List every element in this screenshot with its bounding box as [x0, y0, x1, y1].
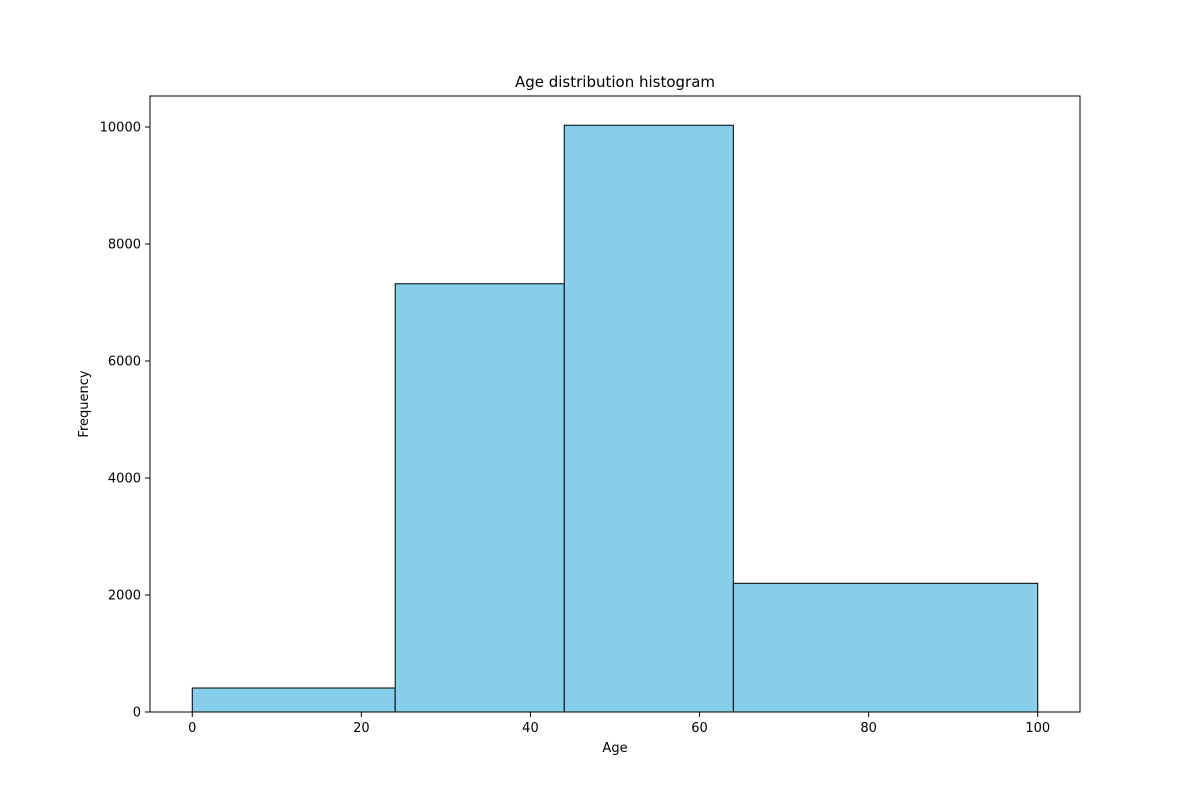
- x-tick-label-0: 0: [188, 721, 196, 736]
- x-axis-ticks: 0 20 40 60 80 100: [188, 712, 1050, 736]
- y-axis-ticks: 0 2000 4000 6000 8000 10000: [100, 121, 150, 721]
- x-tick-label-4: 80: [860, 721, 877, 736]
- x-tick-label-3: 60: [691, 721, 708, 736]
- y-tick-label-3: 6000: [108, 355, 141, 370]
- x-axis-label: Age: [602, 741, 627, 756]
- bars-group: [191, 124, 1039, 713]
- histogram-bar-1: [394, 283, 565, 713]
- chart-title: Age distribution histogram: [515, 73, 715, 91]
- y-tick-label-0: 0: [133, 706, 141, 721]
- y-tick-label-5: 10000: [100, 121, 141, 136]
- y-tick-label-4: 8000: [108, 238, 141, 253]
- histogram-bar-3: [732, 582, 1039, 713]
- histogram-bar-0: [191, 687, 396, 713]
- plot-frame: [149, 95, 1081, 713]
- x-tick-label-1: 20: [353, 721, 370, 736]
- y-tick-label-2: 4000: [108, 472, 141, 487]
- x-tick-label-5: 100: [1025, 721, 1050, 736]
- y-axis-label: Frequency: [77, 370, 92, 437]
- y-tick-label-1: 2000: [108, 589, 141, 604]
- histogram-bar-2: [563, 124, 734, 713]
- x-tick-label-2: 40: [522, 721, 539, 736]
